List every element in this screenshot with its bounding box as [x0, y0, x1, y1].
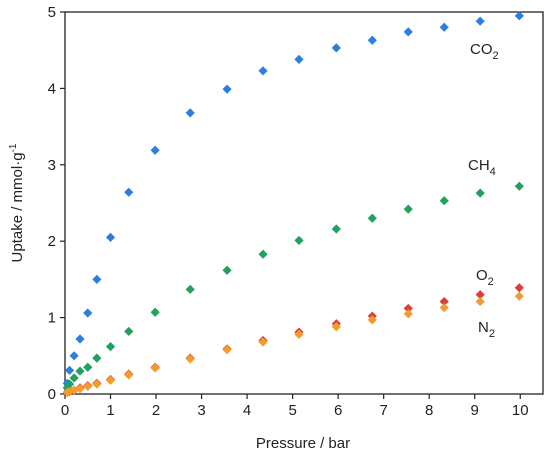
- y-tick-label: 5: [48, 4, 56, 21]
- marker: [514, 291, 524, 301]
- series-label-sub: 2: [488, 276, 494, 288]
- marker: [439, 196, 449, 206]
- marker: [331, 224, 341, 234]
- series-label-name: CO: [470, 41, 493, 58]
- marker: [83, 308, 93, 318]
- marker: [514, 181, 524, 191]
- marker: [124, 370, 134, 380]
- marker: [222, 265, 232, 275]
- y-tick-label: 4: [48, 80, 56, 97]
- x-tick-label: 5: [288, 402, 296, 419]
- series-label-sub: 2: [489, 328, 495, 340]
- series-label: CH4: [468, 157, 496, 178]
- series-label-name: O: [476, 267, 488, 284]
- marker: [64, 379, 75, 389]
- marker: [439, 22, 449, 32]
- series-label: CO2: [470, 41, 499, 62]
- y-tick-label: 3: [48, 157, 56, 174]
- series-label-name: CH: [468, 157, 490, 174]
- marker: [403, 204, 413, 214]
- marker: [439, 296, 449, 307]
- marker: [294, 235, 304, 246]
- x-tick-label: 8: [425, 402, 433, 419]
- marker: [367, 315, 377, 325]
- marker: [75, 384, 85, 394]
- marker: [403, 309, 413, 319]
- y-axis-title-sup: -1: [8, 143, 19, 152]
- plot-frame: [64, 11, 544, 395]
- marker: [439, 303, 449, 313]
- y-axis-title: Uptake / mmol·g-1: [8, 143, 26, 262]
- y-tick-label: 0: [48, 386, 56, 403]
- marker: [185, 284, 195, 294]
- marker: [403, 27, 413, 37]
- series-label-sub: 4: [490, 166, 496, 178]
- marker: [475, 290, 485, 300]
- marker: [258, 66, 268, 76]
- x-tick-label: 4: [243, 402, 251, 419]
- marker: [105, 232, 116, 242]
- marker: [69, 351, 79, 361]
- series-label-sub: 2: [493, 50, 499, 62]
- marker: [83, 381, 93, 391]
- marker: [222, 345, 232, 355]
- marker: [367, 35, 377, 45]
- marker: [367, 213, 377, 223]
- y-tick-label: 2: [48, 233, 56, 250]
- marker: [105, 342, 116, 352]
- marker: [475, 188, 485, 198]
- y-tick-label: 1: [48, 310, 56, 327]
- marker: [185, 108, 195, 118]
- series-label-name: N: [478, 319, 489, 336]
- marker: [64, 365, 75, 375]
- marker: [124, 326, 134, 336]
- series-label: N2: [478, 319, 495, 340]
- marker: [92, 379, 102, 389]
- marker: [294, 54, 304, 64]
- marker: [185, 354, 195, 364]
- marker: [331, 322, 341, 332]
- marker: [150, 145, 160, 155]
- marker: [75, 334, 85, 344]
- marker: [403, 303, 413, 314]
- x-tick-label: 0: [61, 402, 69, 419]
- x-tick-label: 2: [152, 402, 160, 419]
- marker: [75, 366, 85, 376]
- x-tick-label: 3: [197, 402, 205, 419]
- x-tick-label: 6: [334, 402, 342, 419]
- series-label: O2: [476, 267, 494, 288]
- y-axis-title-main: Uptake / mmol·g: [9, 152, 26, 262]
- marker: [69, 373, 79, 383]
- marker: [294, 329, 304, 340]
- marker: [150, 363, 160, 373]
- marker: [331, 43, 341, 53]
- marker: [514, 283, 524, 293]
- marker: [514, 11, 524, 21]
- marker: [92, 274, 102, 284]
- marker: [258, 337, 268, 347]
- x-tick-label: 10: [512, 402, 529, 419]
- marker: [92, 353, 102, 363]
- marker: [258, 249, 268, 259]
- x-tick-label: 9: [471, 402, 479, 419]
- x-tick-label: 1: [106, 402, 114, 419]
- marker: [475, 296, 485, 307]
- marker: [150, 307, 160, 317]
- marker: [475, 16, 485, 26]
- marker: [105, 375, 116, 385]
- x-axis-title: Pressure / bar: [256, 435, 350, 452]
- marker: [124, 187, 134, 197]
- marker: [222, 84, 232, 94]
- marker: [83, 362, 93, 372]
- x-tick-label: 7: [379, 402, 387, 419]
